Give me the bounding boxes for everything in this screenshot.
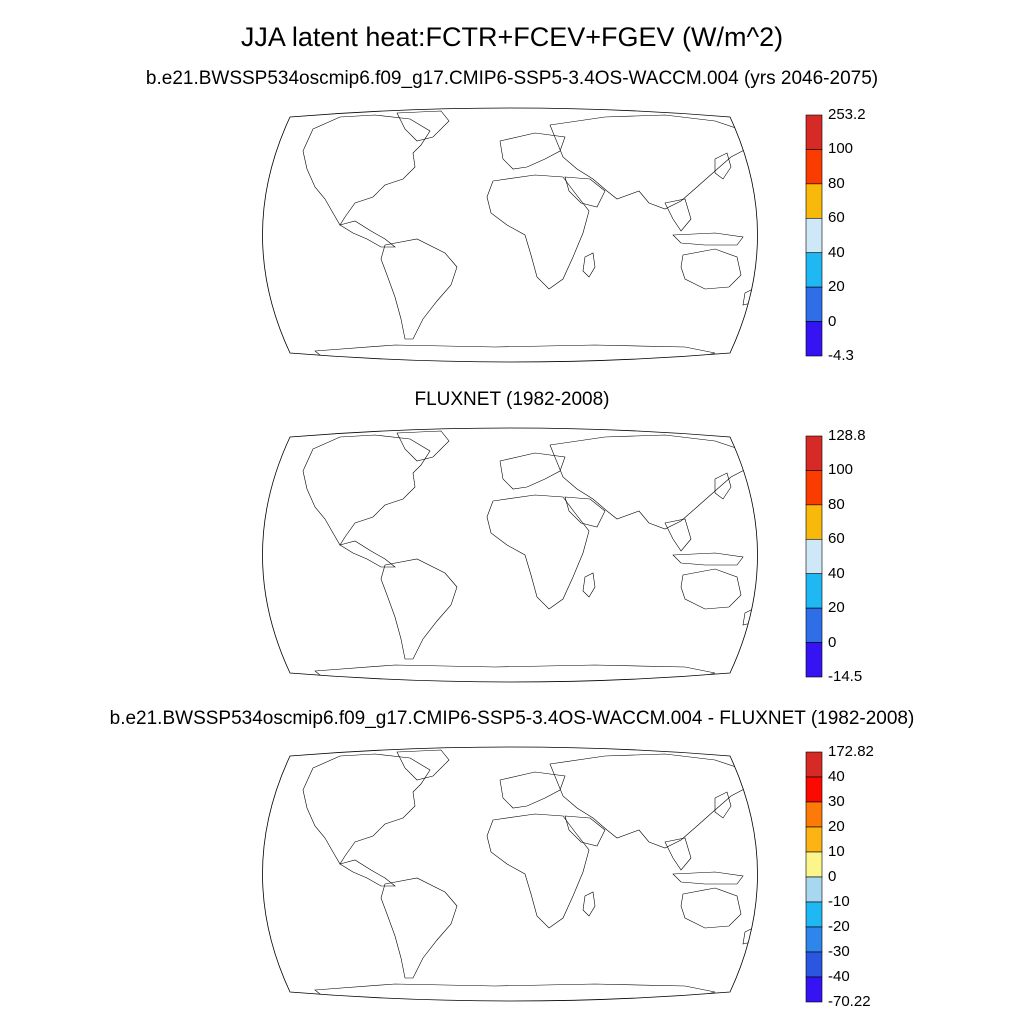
colorbar-swatch (805, 976, 823, 1003)
colorbar-tick-label: 100 (828, 461, 854, 479)
colorbar-swatch (805, 435, 823, 471)
globe-outline (262, 427, 758, 683)
colorbar-swatch (805, 826, 823, 853)
colorbar-tick-label: 80 (828, 495, 845, 513)
colorbar-swatch (805, 321, 823, 357)
colorbar-swatch (805, 149, 823, 185)
colorbar-tick-label: -40 (828, 968, 850, 985)
colorbar-swatch (805, 951, 823, 978)
colorbar-tick-label: -20 (828, 918, 850, 935)
colorbar-tick-label: 0 (828, 868, 837, 885)
map-panel-2 (262, 427, 758, 683)
colorbar-tick-label: -70.22 (828, 993, 871, 1010)
colorbar-swatch (805, 217, 823, 254)
colorbar-tick-label: 100 (828, 140, 854, 158)
colorbar-swatch (805, 183, 823, 219)
colorbar-swatch (805, 252, 823, 288)
panel-1-title: b.e21.BWSSP534oscmip6.f09_g17.CMIP6-SSP5… (145, 68, 879, 89)
colorbar-tick-label: 60 (828, 530, 845, 548)
panel-3-title: b.e21.BWSSP534oscmip6.f09_g17.CMIP6-SSP5… (109, 708, 915, 729)
colorbar-tick-label: 80 (828, 174, 845, 192)
colorbar-swatch (805, 607, 823, 643)
colorbar-tick-label: 40 (828, 768, 845, 785)
colorbar-tick-label: 20 (828, 599, 845, 617)
colorbar-tick-label: -10 (828, 893, 850, 910)
colorbar-swatch (805, 776, 823, 803)
colorbars-group (805, 114, 823, 1003)
globe-outline (262, 746, 758, 1002)
colorbar-tick-label: 253.2 (828, 106, 866, 123)
colorbar-swatch (805, 114, 823, 150)
colorbar-swatch (805, 538, 823, 575)
globe-outline (262, 107, 758, 363)
colorbar-tick-label: 20 (828, 278, 845, 296)
colorbar-tick-label: 10 (828, 843, 845, 860)
colorbar-swatch (805, 851, 823, 878)
panel-2-title: FLUXNET (1982-2008) (414, 389, 610, 410)
colorbar-swatch (805, 876, 823, 903)
map-panel-1 (262, 107, 758, 363)
colorbar-tick-label: 20 (828, 818, 845, 835)
colorbar-tick-label: 0 (828, 312, 837, 330)
colorbar-tick-label: -30 (828, 943, 850, 960)
main-title: JJA latent heat:FCTR+FCEV+FGEV (W/m^2) (240, 22, 784, 52)
colorbar-swatch (805, 470, 823, 506)
colorbar-tick-label: 128.8 (828, 427, 866, 444)
colorbar-tick-label: 172.82 (828, 743, 874, 760)
colorbar-swatch (805, 926, 823, 953)
colorbar-swatch (805, 504, 823, 540)
colorbar-tick-label: -14.5 (828, 668, 863, 685)
colorbar-swatch (805, 642, 823, 678)
colorbar-tick-label: 40 (828, 243, 845, 261)
colorbar-swatch (805, 751, 823, 778)
colorbar-tick-label: 30 (828, 793, 845, 810)
colorbar-tick-label: 60 (828, 209, 845, 227)
colorbar-panel-1 (805, 114, 823, 357)
colorbar-tick-label: -4.3 (828, 347, 854, 364)
colorbar-swatch (805, 901, 823, 928)
colorbar-swatch (805, 801, 823, 828)
colorbar-tick-label: 0 (828, 633, 837, 651)
map-panel-3 (262, 746, 758, 1002)
colorbar-panel-3 (805, 751, 823, 1003)
colorbar-swatch (805, 286, 823, 322)
colorbar-tick-label: 40 (828, 564, 845, 582)
colorbar-swatch (805, 573, 823, 609)
colorbar-panel-2 (805, 435, 823, 678)
